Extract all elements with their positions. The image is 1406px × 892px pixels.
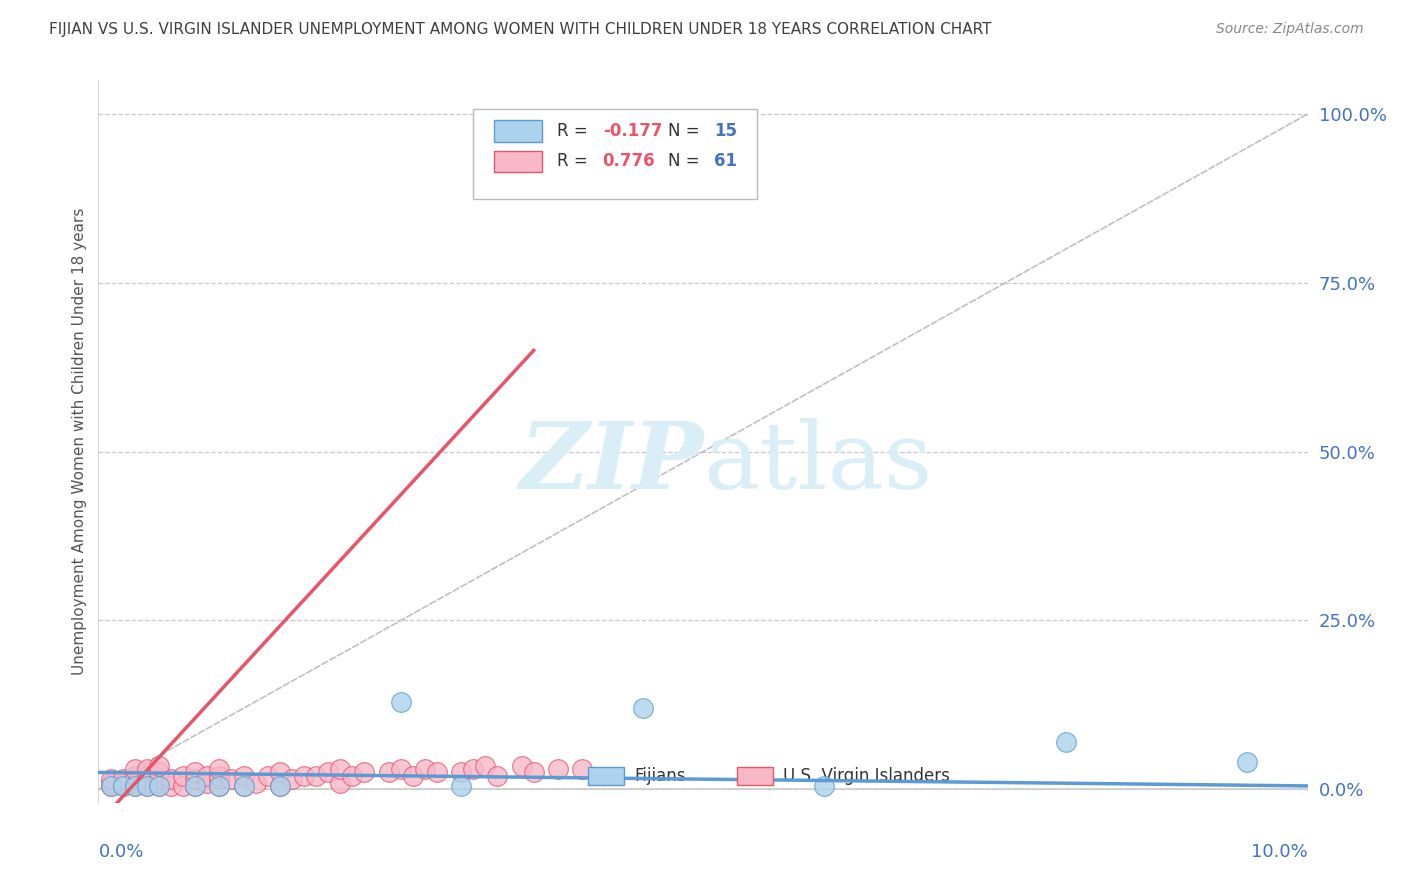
Point bbox=[148, 758, 170, 772]
Point bbox=[172, 769, 194, 783]
Text: N =: N = bbox=[668, 122, 704, 140]
Text: atlas: atlas bbox=[703, 418, 932, 508]
Point bbox=[389, 694, 412, 708]
Y-axis label: Unemployment Among Women with Children Under 18 years: Unemployment Among Women with Children U… bbox=[72, 208, 87, 675]
Point bbox=[208, 779, 231, 793]
Point bbox=[124, 772, 146, 787]
Point bbox=[353, 765, 375, 780]
Text: ZIP: ZIP bbox=[519, 418, 703, 508]
Point bbox=[316, 765, 339, 780]
Text: Source: ZipAtlas.com: Source: ZipAtlas.com bbox=[1216, 22, 1364, 37]
Point bbox=[402, 769, 425, 783]
Point bbox=[232, 779, 254, 793]
Point bbox=[281, 772, 304, 787]
Point bbox=[305, 769, 328, 783]
Point bbox=[100, 779, 122, 793]
Point bbox=[269, 779, 291, 793]
Text: -0.177: -0.177 bbox=[603, 122, 662, 140]
Point bbox=[124, 779, 146, 793]
FancyBboxPatch shape bbox=[474, 109, 758, 200]
Point bbox=[208, 769, 231, 783]
Point bbox=[486, 769, 509, 783]
Point bbox=[135, 769, 157, 783]
FancyBboxPatch shape bbox=[494, 151, 543, 172]
Text: 0.776: 0.776 bbox=[603, 153, 655, 170]
Point bbox=[184, 765, 207, 780]
Point bbox=[474, 758, 496, 772]
Text: 15: 15 bbox=[714, 122, 737, 140]
Point bbox=[523, 765, 546, 780]
Point bbox=[377, 765, 399, 780]
Point bbox=[195, 775, 218, 789]
Point bbox=[124, 779, 146, 793]
Point bbox=[124, 762, 146, 776]
FancyBboxPatch shape bbox=[588, 767, 624, 785]
Point bbox=[329, 762, 352, 776]
Text: R =: R = bbox=[557, 122, 593, 140]
Point bbox=[148, 772, 170, 787]
Text: U.S. Virgin Islanders: U.S. Virgin Islanders bbox=[783, 767, 949, 785]
Point bbox=[547, 762, 569, 776]
Point bbox=[160, 779, 183, 793]
Text: 61: 61 bbox=[714, 153, 737, 170]
Point bbox=[148, 775, 170, 789]
Text: 0.0%: 0.0% bbox=[98, 843, 143, 861]
Point bbox=[571, 762, 593, 776]
Point bbox=[160, 772, 183, 787]
Point bbox=[450, 765, 472, 780]
Point bbox=[413, 762, 436, 776]
Point bbox=[232, 769, 254, 783]
Point bbox=[100, 779, 122, 793]
Text: Fijians: Fijians bbox=[634, 767, 686, 785]
Point bbox=[269, 765, 291, 780]
Point bbox=[232, 779, 254, 793]
Point bbox=[172, 779, 194, 793]
Point bbox=[100, 772, 122, 787]
Point bbox=[195, 769, 218, 783]
Point bbox=[631, 701, 654, 715]
Point bbox=[111, 777, 134, 791]
Point bbox=[450, 779, 472, 793]
Point bbox=[124, 775, 146, 789]
Text: FIJIAN VS U.S. VIRGIN ISLANDER UNEMPLOYMENT AMONG WOMEN WITH CHILDREN UNDER 18 Y: FIJIAN VS U.S. VIRGIN ISLANDER UNEMPLOYM… bbox=[49, 22, 991, 37]
Point bbox=[208, 779, 231, 793]
Point bbox=[148, 779, 170, 793]
Text: R =: R = bbox=[557, 153, 593, 170]
Point bbox=[135, 775, 157, 789]
Point bbox=[221, 772, 243, 787]
Point bbox=[1236, 756, 1258, 770]
Point bbox=[510, 758, 533, 772]
Point bbox=[124, 769, 146, 783]
FancyBboxPatch shape bbox=[737, 767, 773, 785]
Point bbox=[426, 765, 449, 780]
Point bbox=[342, 769, 364, 783]
Text: N =: N = bbox=[668, 153, 704, 170]
Point bbox=[813, 779, 835, 793]
Point bbox=[389, 762, 412, 776]
Point bbox=[148, 779, 170, 793]
Point bbox=[245, 775, 267, 789]
Point bbox=[135, 779, 157, 793]
Point bbox=[111, 779, 134, 793]
Point bbox=[463, 762, 485, 776]
Point bbox=[256, 769, 278, 783]
Point bbox=[111, 779, 134, 793]
Point bbox=[208, 762, 231, 776]
Point bbox=[208, 772, 231, 787]
Point bbox=[184, 779, 207, 793]
Point bbox=[184, 779, 207, 793]
Point bbox=[269, 779, 291, 793]
FancyBboxPatch shape bbox=[494, 120, 543, 142]
Point bbox=[148, 765, 170, 780]
Text: 10.0%: 10.0% bbox=[1251, 843, 1308, 861]
Point bbox=[135, 779, 157, 793]
Point bbox=[135, 762, 157, 776]
Point bbox=[1054, 735, 1077, 749]
Point bbox=[111, 772, 134, 787]
Point bbox=[329, 775, 352, 789]
Point bbox=[184, 772, 207, 787]
Point bbox=[100, 775, 122, 789]
Point bbox=[292, 769, 315, 783]
